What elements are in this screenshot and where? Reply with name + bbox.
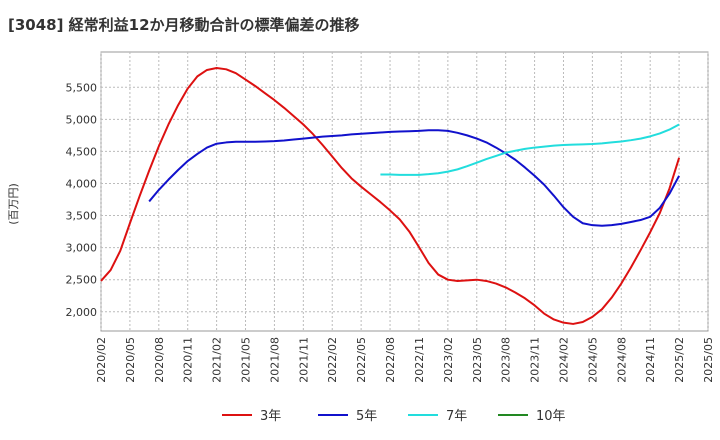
series-line-3年 xyxy=(100,67,681,325)
legend-label: 3年 xyxy=(260,409,281,424)
x-tick-label: 2023/08 xyxy=(500,337,513,383)
x-tick-label: 2020/02 xyxy=(95,337,108,383)
x-tick-label: 2024/11 xyxy=(644,337,657,383)
x-tick-label: 2025/02 xyxy=(673,337,686,383)
x-tick-label: 2022/08 xyxy=(384,337,397,383)
series-line-5年 xyxy=(148,129,680,227)
x-tick-label: 2020/08 xyxy=(153,337,166,383)
x-tick-label: 2022/02 xyxy=(326,337,339,383)
y-tick-label: 2,500 xyxy=(66,274,98,287)
y-axis-label: (百万円) xyxy=(7,183,20,225)
y-tick-labels: 2,000 2,500 3,000 3,500 4,000 4,500 5,000 5,500 xyxy=(66,81,98,318)
x-tick-label: 2021/08 xyxy=(268,337,281,383)
x-tick-label: 2020/11 xyxy=(182,337,195,383)
series-lines xyxy=(100,67,681,325)
x-tick-label: 2022/05 xyxy=(355,337,368,383)
legend-label: 10年 xyxy=(536,409,566,424)
x-tick-label: 2025/05 xyxy=(702,337,715,383)
y-tick-label: 5,500 xyxy=(66,81,98,94)
x-tick-label: 2021/11 xyxy=(297,337,310,383)
plot-area xyxy=(100,51,709,332)
x-tick-labels: 2020/02 2020/05 2020/08 2020/11 2021/02 2021/… xyxy=(95,337,715,383)
y-tick-label: 2,000 xyxy=(66,306,98,319)
x-tick-label: 2024/08 xyxy=(615,337,628,383)
x-tick-label: 2024/05 xyxy=(586,337,599,383)
x-tick-label: 2023/02 xyxy=(442,337,455,383)
y-tick-label: 3,500 xyxy=(66,210,98,223)
y-tick-label: 5,000 xyxy=(66,113,98,126)
legend-label: 7年 xyxy=(446,409,467,424)
chart-title: [3048] 経常利益12か月移動合計の標準偏差の推移 xyxy=(8,16,360,34)
x-tick-label: 2022/11 xyxy=(413,337,426,383)
x-tick-label: 2021/02 xyxy=(211,337,224,383)
series-line-7年 xyxy=(380,123,680,176)
x-tick-label: 2024/02 xyxy=(557,337,570,383)
legend-label: 5年 xyxy=(356,409,377,424)
x-tick-label: 2023/05 xyxy=(471,337,484,383)
y-tick-label: 3,000 xyxy=(66,242,98,255)
x-tick-label: 2021/05 xyxy=(240,337,253,383)
x-tick-label: 2020/05 xyxy=(124,337,137,383)
legend: 3年 5年 7年 10年 xyxy=(222,409,566,424)
y-tick-label: 4,500 xyxy=(66,145,98,158)
x-tick-label: 2023/11 xyxy=(529,337,542,383)
grid-lines xyxy=(100,52,709,331)
y-tick-label: 4,000 xyxy=(66,177,98,190)
